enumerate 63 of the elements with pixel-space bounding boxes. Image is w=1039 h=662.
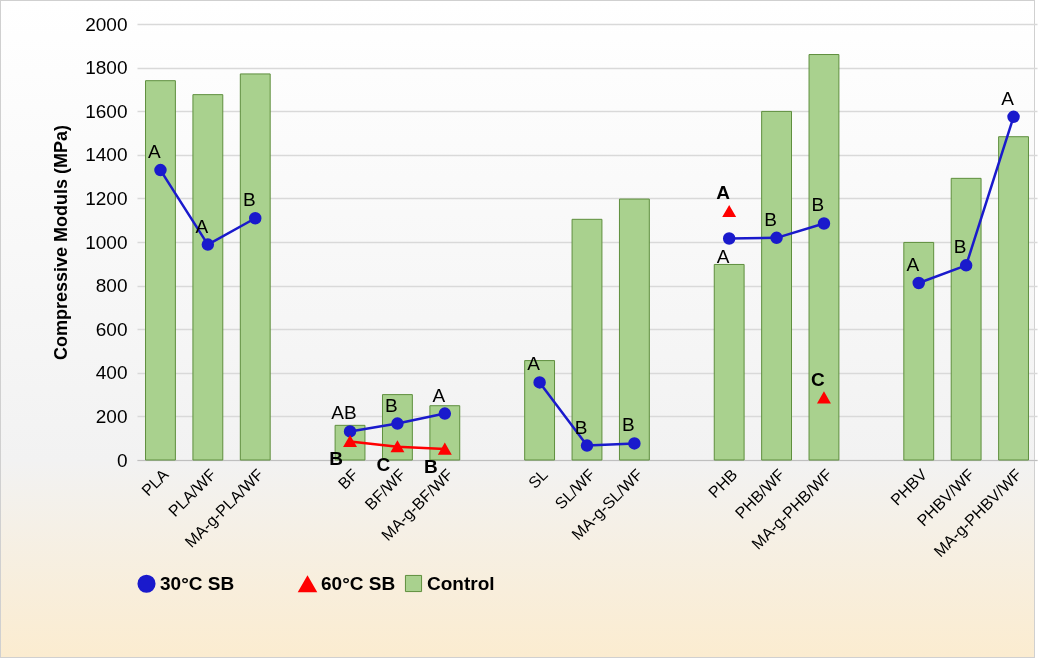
point	[770, 231, 783, 245]
y-axis-title: Compressive Moduls (MPa)	[51, 124, 72, 361]
annotation: B	[574, 416, 588, 438]
y-tick-label: 2000	[85, 13, 128, 35]
point	[580, 439, 594, 452]
bar	[145, 80, 176, 461]
y-tick-label: 200	[95, 405, 128, 427]
y-tick-label: 400	[95, 362, 128, 384]
point	[817, 217, 831, 230]
y-tick-label: 800	[95, 275, 128, 297]
point	[959, 259, 973, 272]
y-tick-label: 0	[116, 449, 128, 471]
bar	[239, 73, 271, 461]
point	[249, 212, 262, 225]
point	[391, 441, 404, 453]
bar	[761, 110, 792, 461]
legend-label: 30°C SB	[160, 572, 235, 594]
bar	[618, 198, 650, 461]
annotation: A	[432, 384, 446, 406]
annotation: B	[811, 194, 825, 216]
y-tick-label: 1000	[85, 231, 128, 253]
bar	[571, 218, 603, 461]
x-tick-label: PLA	[138, 465, 172, 500]
annotation: A	[527, 353, 541, 375]
point	[722, 205, 736, 218]
point	[628, 437, 641, 450]
y-tick-label: 1400	[85, 144, 128, 166]
point	[722, 232, 736, 245]
y-tick-label: 1600	[85, 100, 128, 122]
annotation: B	[953, 236, 967, 258]
x-tick-label: SL	[525, 465, 551, 492]
point	[438, 443, 452, 455]
point	[533, 376, 546, 389]
annotation: C	[811, 368, 826, 390]
annotation: A	[716, 182, 731, 204]
annotation: B	[242, 189, 256, 211]
y-tick-label: 1800	[85, 57, 128, 79]
annotation: B	[622, 414, 635, 436]
bar	[808, 54, 840, 461]
point	[912, 276, 925, 290]
annotation: B	[385, 394, 398, 416]
annotation: A	[716, 245, 730, 267]
annotation: AB	[331, 402, 357, 424]
point	[343, 425, 357, 438]
point	[201, 238, 215, 251]
annotation: B	[764, 208, 777, 230]
legend-label: 60°C SB	[321, 573, 396, 595]
annotation: A	[906, 253, 920, 275]
point	[1007, 110, 1020, 124]
annotation: A	[148, 141, 162, 163]
y-tick-label: 600	[95, 318, 128, 340]
y-tick-label: 1200	[85, 187, 128, 209]
bar	[950, 177, 982, 461]
bar	[713, 263, 745, 461]
point	[391, 417, 404, 430]
point	[154, 163, 167, 177]
bar	[903, 241, 935, 461]
bar	[192, 94, 224, 461]
annotation: A	[1001, 87, 1015, 109]
point	[438, 407, 452, 420]
point	[817, 392, 831, 404]
legend-label: Control	[427, 572, 495, 594]
bar	[998, 136, 1029, 461]
